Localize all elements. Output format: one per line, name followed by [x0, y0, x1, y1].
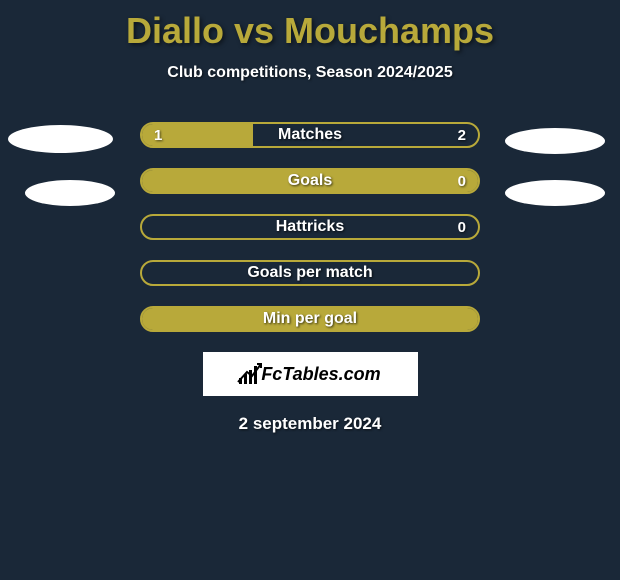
- stat-bar-matches: 1 Matches 2: [140, 122, 480, 148]
- player-left-avatar-2: [25, 180, 115, 206]
- attribution-logo: FcTables.com: [203, 352, 418, 396]
- stat-bar-gpm: Goals per match: [140, 260, 480, 286]
- stat-bar-goals-right-value: 0: [458, 173, 466, 190]
- page-subtitle: Club competitions, Season 2024/2025: [0, 64, 620, 82]
- player-right-avatar-2: [505, 180, 605, 206]
- stat-bar-matches-label: Matches: [142, 126, 478, 144]
- player-left-avatar-1: [8, 125, 113, 153]
- player-right-avatar-1: [505, 128, 605, 154]
- stat-bar-goals: Goals 0: [140, 168, 480, 194]
- stat-bar-gpm-label: Goals per match: [142, 264, 478, 282]
- stat-bar-hattricks-label: Hattricks: [142, 218, 478, 236]
- stat-bar-hattricks-right-value: 0: [458, 219, 466, 236]
- stat-bar-mpg: Min per goal: [140, 306, 480, 332]
- stat-bar-mpg-label: Min per goal: [142, 310, 478, 328]
- stat-bar-hattricks: Hattricks 0: [140, 214, 480, 240]
- attribution-logo-text: FcTables.com: [261, 364, 380, 385]
- stat-bar-matches-right-value: 2: [458, 127, 466, 144]
- attribution-logo-inner: FcTables.com: [239, 364, 380, 385]
- comparison-content: 1 Matches 2 Goals 0 Hattricks 0 Goals pe…: [0, 122, 620, 434]
- stat-bar-goals-label: Goals: [142, 172, 478, 190]
- footer-date: 2 september 2024: [0, 414, 620, 434]
- page-title: Diallo vs Mouchamps: [0, 0, 620, 52]
- chart-icon: [239, 364, 257, 384]
